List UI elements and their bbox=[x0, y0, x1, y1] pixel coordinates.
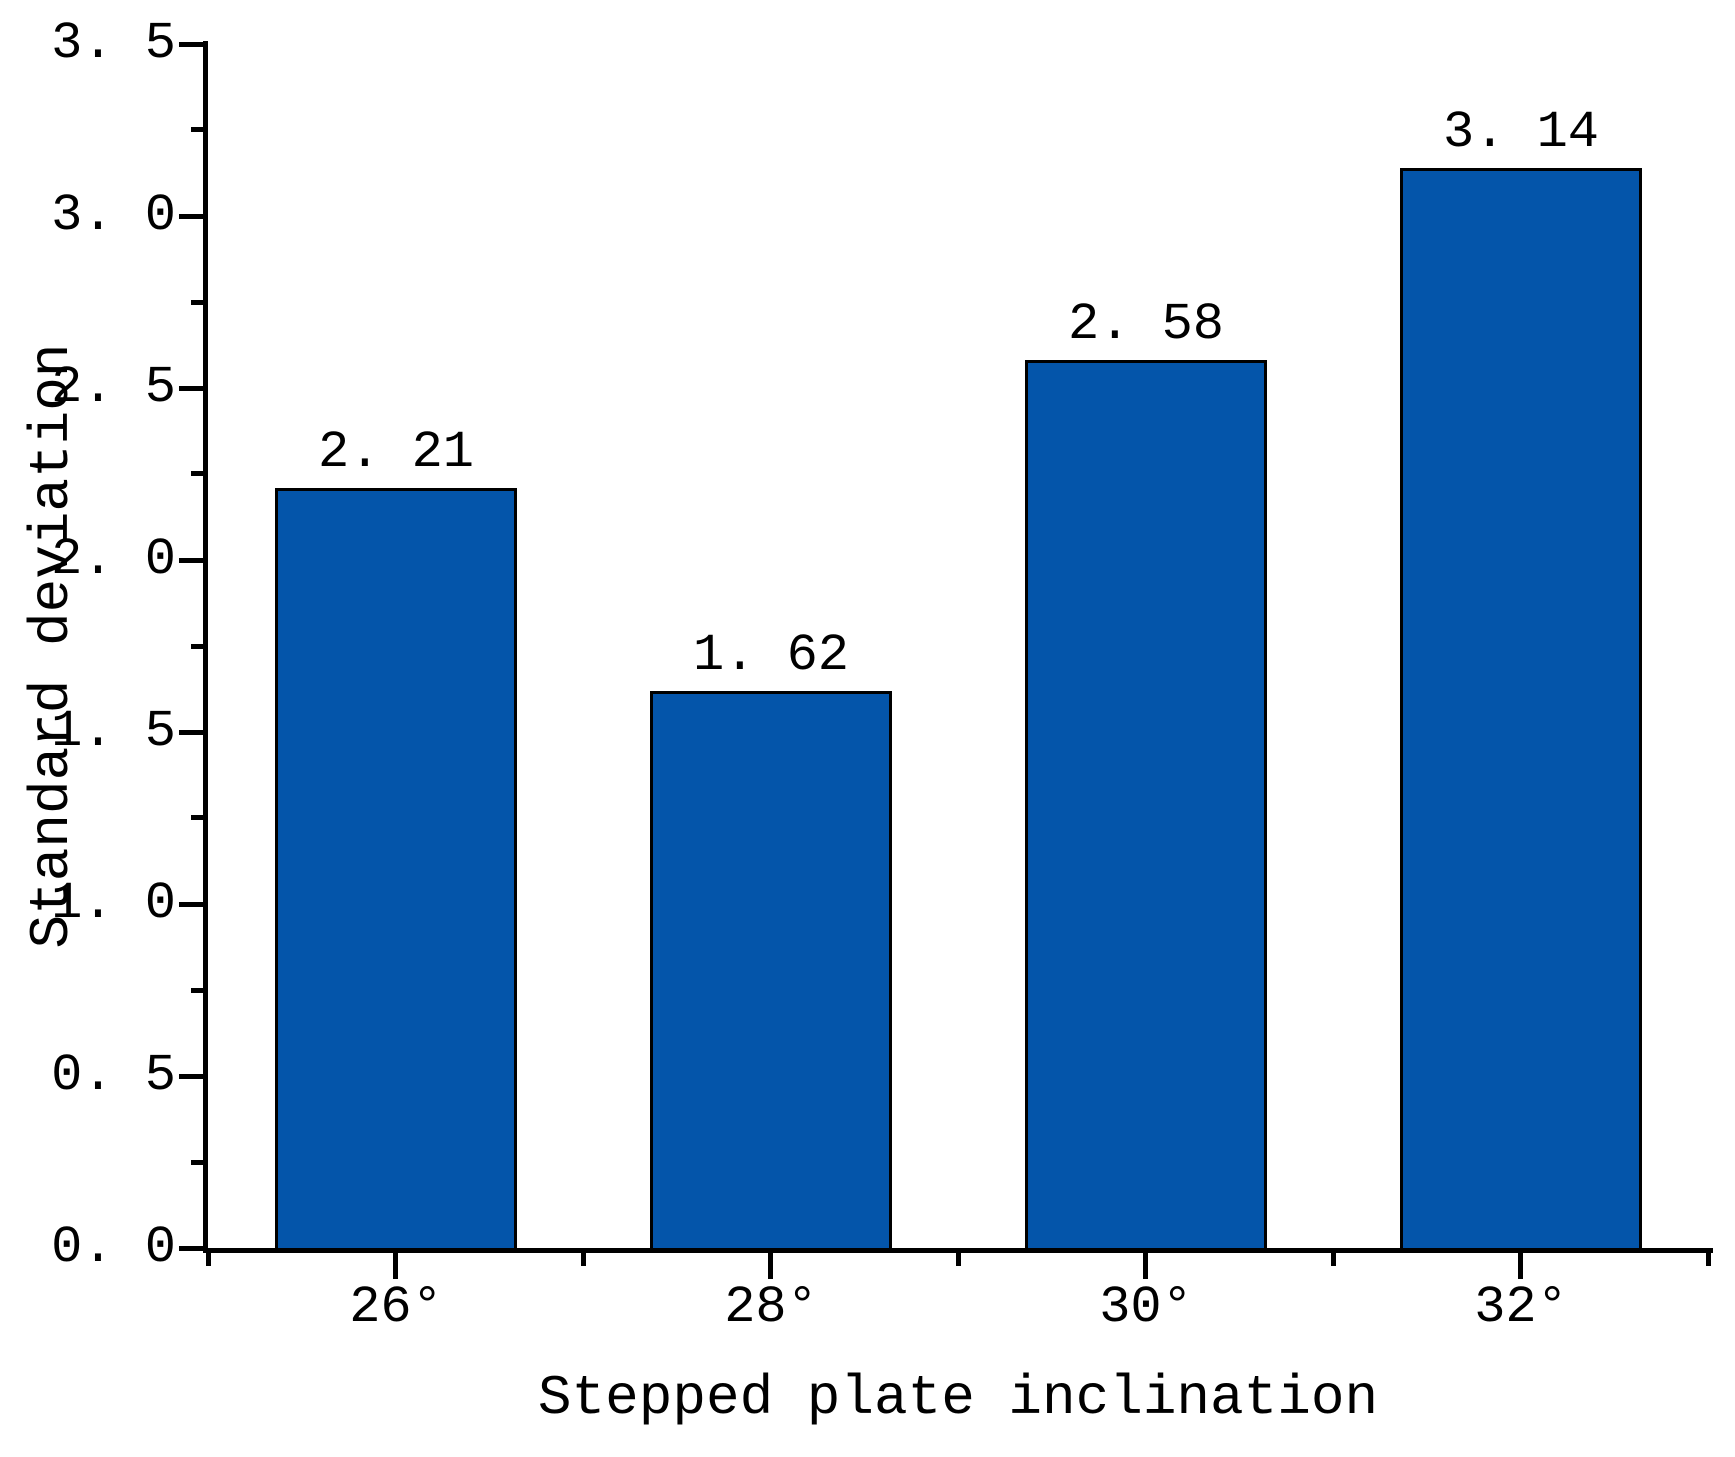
y-minor-tick bbox=[191, 471, 203, 476]
bar-value-label: 2. 21 bbox=[317, 423, 475, 482]
y-minor-tick bbox=[191, 815, 203, 820]
bar bbox=[275, 488, 517, 1248]
bar bbox=[1400, 168, 1642, 1248]
y-major-tick bbox=[179, 730, 203, 735]
x-minor-tick bbox=[956, 1253, 961, 1266]
x-tick-label: 26° bbox=[349, 1278, 443, 1337]
x-minor-tick bbox=[1706, 1253, 1711, 1266]
y-minor-tick bbox=[191, 127, 203, 132]
x-major-tick bbox=[1518, 1253, 1523, 1279]
x-major-tick bbox=[1143, 1253, 1148, 1279]
x-axis-title: Stepped plate inclination bbox=[537, 1366, 1379, 1430]
y-axis-title: Standard deviation bbox=[20, 343, 84, 949]
y-tick-label: 3. 5 bbox=[51, 14, 176, 73]
y-major-tick bbox=[179, 386, 203, 391]
bar-value-label: 3. 14 bbox=[1442, 103, 1600, 162]
y-minor-tick bbox=[191, 1160, 203, 1165]
y-minor-tick bbox=[191, 300, 203, 305]
x-minor-tick bbox=[581, 1253, 586, 1266]
y-tick-label: 0. 5 bbox=[51, 1046, 176, 1105]
bar-value-label: 2. 58 bbox=[1067, 295, 1225, 354]
x-tick-label: 30° bbox=[1099, 1278, 1193, 1337]
y-tick-label: 1. 0 bbox=[51, 874, 176, 933]
x-minor-tick bbox=[206, 1253, 211, 1266]
x-tick-label: 28° bbox=[724, 1278, 818, 1337]
y-minor-tick bbox=[191, 644, 203, 649]
plot-area: 0. 0 0. 5 1. 0 1. 5 2. 0 2. 5 3. 0 3. 5 26° 2. 21… bbox=[51, 18, 1713, 1334]
y-axis-line bbox=[203, 41, 208, 1253]
y-major-tick bbox=[179, 1246, 203, 1251]
x-axis-line bbox=[203, 1248, 1713, 1253]
bar-value-label: 1. 62 bbox=[692, 626, 850, 685]
x-major-tick bbox=[393, 1253, 398, 1279]
y-tick-label: 3. 0 bbox=[51, 186, 176, 245]
y-major-tick bbox=[179, 1074, 203, 1079]
bar bbox=[1025, 360, 1267, 1248]
y-major-tick bbox=[179, 42, 203, 47]
y-tick-label: 0. 0 bbox=[51, 1218, 176, 1277]
y-tick-label: 2. 5 bbox=[51, 358, 176, 417]
y-major-tick bbox=[179, 558, 203, 563]
y-major-tick bbox=[179, 902, 203, 907]
x-tick-label: 32° bbox=[1474, 1278, 1568, 1337]
y-tick-label: 1. 5 bbox=[51, 702, 176, 761]
x-major-tick bbox=[768, 1253, 773, 1279]
y-minor-tick bbox=[191, 988, 203, 993]
y-major-tick bbox=[179, 214, 203, 219]
bar bbox=[650, 691, 892, 1248]
x-minor-tick bbox=[1331, 1253, 1336, 1266]
y-tick-label: 2. 0 bbox=[51, 530, 176, 589]
